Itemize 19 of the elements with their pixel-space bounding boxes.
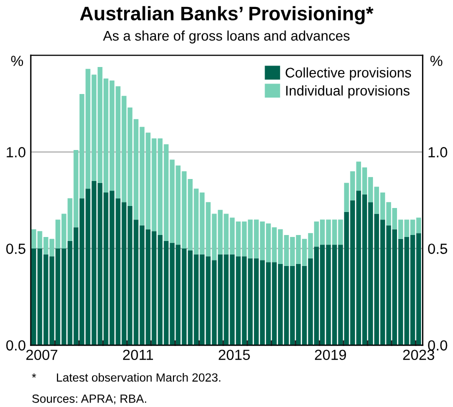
legend-label: Individual provisions [286,85,410,98]
x-tick-label: 2007 [26,350,58,360]
chart-subtitle: As a share of gross loans and advances [103,30,350,44]
y-tick-label: 0.0 [6,340,26,351]
chart-title: Australian Banks’ Provisioning* [80,6,374,24]
x-tick-label: 2015 [218,350,250,360]
legend-label: Collective provisions [286,67,412,80]
y2-axis-title: % [430,56,442,66]
y-tick-label: 1.0 [6,147,26,158]
x-tick-label: 2023 [403,350,434,360]
text: * Latest observation March 2023. [32,373,220,382]
y-axis-title: % [11,56,24,66]
x-tick-label: 2019 [314,350,346,360]
y2-tick-label: 0.0 [428,340,448,351]
y2-tick-label: 1.0 [428,147,448,158]
y2-tick-label: 0.5 [428,244,448,254]
source-note: Sources: APRA; RBA. [32,394,146,404]
y-tick-label: 0.5 [6,244,26,254]
x-tick-label: 2011 [123,350,153,360]
